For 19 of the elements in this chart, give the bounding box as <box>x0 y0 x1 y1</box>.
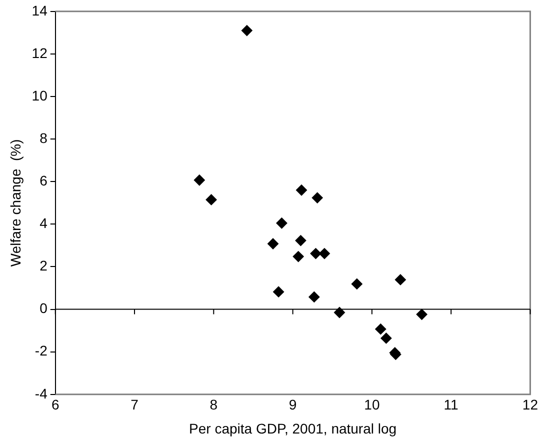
x-axis-title: Per capita GDP, 2001, natural log <box>189 420 397 436</box>
y-tick-label: 4 <box>40 215 48 232</box>
x-tick-label: 10 <box>364 396 380 413</box>
x-tick-label: 9 <box>288 396 297 413</box>
y-tick-label: 12 <box>32 44 48 61</box>
y-tick-label: -2 <box>34 342 48 359</box>
y-tick-label: 0 <box>40 300 48 316</box>
y-tick-label: 6 <box>40 172 48 188</box>
y-tick-label: 8 <box>40 130 48 146</box>
x-tick-label: 11 <box>444 396 459 413</box>
y-tick-label: 2 <box>40 258 48 274</box>
y-tick-label: 14 <box>32 2 48 18</box>
x-tick-label: 8 <box>210 396 218 413</box>
x-tick-label: 6 <box>51 396 60 413</box>
y-tick-label: 10 <box>32 87 48 104</box>
x-tick-label: 12 <box>522 396 538 413</box>
x-tick-label: 7 <box>130 396 139 413</box>
y-tick-label: -4 <box>34 385 48 402</box>
y-axis-title: Welfare change (%) <box>7 139 24 267</box>
